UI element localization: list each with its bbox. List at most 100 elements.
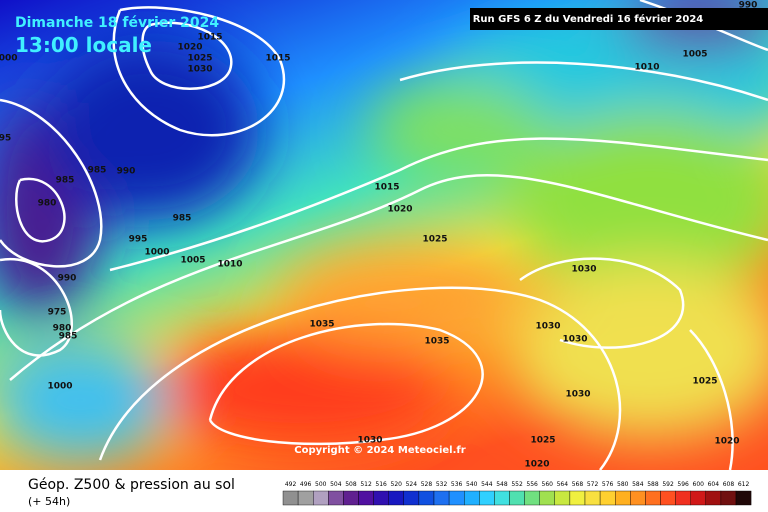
scale-label: 604 xyxy=(708,481,720,488)
isobar-label: 1005 xyxy=(682,50,707,60)
scale-swatch xyxy=(675,490,691,506)
scale-label: 588 xyxy=(647,481,659,488)
scale-label: 612 xyxy=(738,481,750,488)
isobar-label: 1025 xyxy=(692,377,717,387)
isobar-label: 1015 xyxy=(197,33,222,43)
scale-label: 560 xyxy=(542,481,554,488)
scale-label: 504 xyxy=(330,481,342,488)
scale-label: 544 xyxy=(481,481,493,488)
scale-swatch xyxy=(615,490,631,506)
scale-swatch xyxy=(690,490,707,506)
isobar-label: 1030 xyxy=(357,436,382,446)
footer-lead: (+ 54h) xyxy=(28,495,70,508)
isobar-label: 995 xyxy=(129,235,148,245)
isobar-label: 1000 xyxy=(47,382,72,392)
scale-swatch xyxy=(720,490,737,506)
scale-swatch xyxy=(343,490,359,506)
isobar-label: 1030 xyxy=(187,65,212,75)
isobar-label: 1020 xyxy=(524,460,549,470)
isobar-label: 1000 xyxy=(144,248,169,258)
scale-swatch xyxy=(282,490,299,506)
isobar-label: 1020 xyxy=(387,205,412,215)
scale-label: 500 xyxy=(315,481,327,488)
isobar-label: 990 xyxy=(58,274,77,284)
scale-swatch xyxy=(479,490,495,506)
time: 13:00 locale xyxy=(15,33,152,57)
isobar-label: 1015 xyxy=(374,183,399,193)
isobar-label: 975 xyxy=(48,308,67,318)
color-scale: 492 496 500 504 508 512 516 520 524 528 532 536 540 5… xyxy=(282,481,752,506)
scale-label: 528 xyxy=(421,481,433,488)
scale-label: 568 xyxy=(572,481,584,488)
scale-label: 608 xyxy=(723,481,735,488)
scale-label: 564 xyxy=(557,481,569,488)
isobar-label: 980 xyxy=(38,199,57,209)
scale-label: 592 xyxy=(662,481,674,488)
isobar-label: 1020 xyxy=(714,437,739,447)
scale-swatch xyxy=(494,490,510,506)
isobar-label: 985 xyxy=(173,214,192,224)
isobar-label: 95 xyxy=(0,134,11,144)
scale-swatch xyxy=(599,490,616,506)
isobar-label: 990 xyxy=(739,1,758,11)
scale-label: 540 xyxy=(466,481,478,488)
isobar-label: 1035 xyxy=(309,320,334,330)
scale-swatch xyxy=(660,490,676,506)
scale-label: 580 xyxy=(617,481,629,488)
copyright: Copyright © 2024 Meteociel.fr xyxy=(294,445,465,456)
isobar-label: 1025 xyxy=(422,235,447,245)
scale-swatch xyxy=(297,490,314,506)
scale-swatch xyxy=(328,490,344,506)
scale-label: 548 xyxy=(496,481,508,488)
isobar-label: 1035 xyxy=(424,337,449,347)
isobar-label: 1000 xyxy=(0,54,18,64)
run-info: Run GFS 6 Z du Vendredi 16 février 2024 xyxy=(473,13,704,25)
scale-swatch xyxy=(645,490,661,506)
isobar-label: 1030 xyxy=(571,265,596,275)
scale-label: 576 xyxy=(602,481,614,488)
scale-label: 596 xyxy=(677,481,689,488)
scale-label: 600 xyxy=(693,481,705,488)
scale-swatch xyxy=(418,490,435,506)
scale-swatch xyxy=(705,490,722,506)
scale-swatch xyxy=(448,490,465,506)
isobar-label: 985 xyxy=(56,176,75,186)
scale-label: 508 xyxy=(345,481,357,488)
scale-swatch xyxy=(524,490,540,506)
scale-swatch xyxy=(554,490,571,506)
isobar-label: 1010 xyxy=(634,63,659,73)
run-banner xyxy=(470,8,768,30)
isobar-label: 990 xyxy=(117,167,136,177)
isobars xyxy=(0,0,768,470)
scale-label: 516 xyxy=(375,481,387,488)
scale-label: 492 xyxy=(285,481,297,488)
isobar-label: 1030 xyxy=(565,390,590,400)
scale-label: 536 xyxy=(451,481,463,488)
isobar-label: 1025 xyxy=(187,54,212,64)
scale-swatch xyxy=(584,490,601,506)
scale-label: 524 xyxy=(406,481,418,488)
isobar-label: 1030 xyxy=(562,335,587,345)
date: Dimanche 18 février 2024 xyxy=(15,15,219,31)
scale-label: 532 xyxy=(436,481,448,488)
scale-label: 512 xyxy=(360,481,372,488)
scale-swatch xyxy=(569,490,586,506)
scale-swatch xyxy=(358,490,374,506)
isobar-label: 1015 xyxy=(265,54,290,64)
scale-swatch xyxy=(373,490,389,506)
scale-swatch xyxy=(539,490,556,506)
isobar-labels: 1015102010251030101599010051010100095985… xyxy=(0,1,757,470)
isobar-label: 1025 xyxy=(530,436,555,446)
isobar-label: 1010 xyxy=(217,260,242,270)
scale-label: 496 xyxy=(300,481,312,488)
isobar-label: 1030 xyxy=(535,322,560,332)
scale-label: 584 xyxy=(632,481,644,488)
scale-swatch xyxy=(433,490,450,506)
isobar-label: 985 xyxy=(88,166,107,176)
isobar-label: 980 xyxy=(53,324,72,334)
scale-swatch xyxy=(403,490,420,506)
scale-swatch xyxy=(735,490,752,506)
scale-label: 556 xyxy=(526,481,538,488)
scale-swatch xyxy=(388,490,405,506)
